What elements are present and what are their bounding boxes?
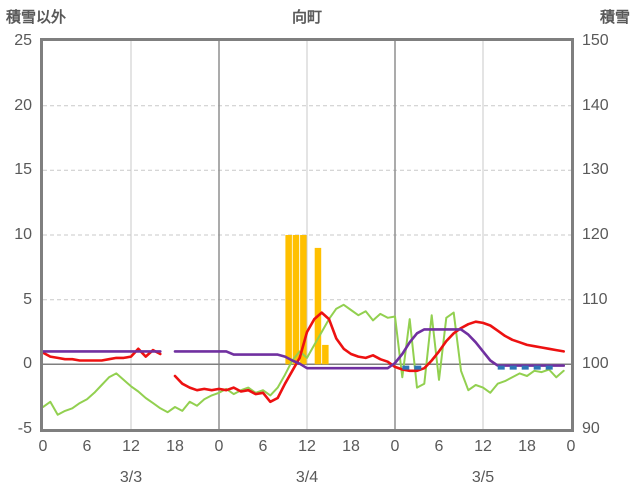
x-tick-label: 0 xyxy=(566,438,576,455)
x-tick-label: 0 xyxy=(214,438,224,455)
orange-bars xyxy=(292,235,300,365)
y-right-tick-label: 90 xyxy=(582,420,600,437)
y-right-tick-label: 130 xyxy=(582,161,609,179)
x-tick-label: 0 xyxy=(390,438,400,455)
y-right-tick-label: 150 xyxy=(582,32,609,49)
x-tick-label: 18 xyxy=(342,438,360,455)
chart-svg xyxy=(43,41,571,429)
y-left-tick-label: 20 xyxy=(14,96,32,114)
y-right-tick-label: 140 xyxy=(582,96,609,114)
y-left-tick-label: -5 xyxy=(17,420,32,437)
x-tick-label: 6 xyxy=(82,438,92,455)
y-left-tick-label: 25 xyxy=(14,32,32,49)
x-tick-label: 12 xyxy=(474,438,492,455)
y-right-tick-label: 100 xyxy=(582,355,609,373)
y-left-tick-label: 5 xyxy=(23,290,32,308)
orange-bars xyxy=(322,344,329,365)
x-tick-label: 18 xyxy=(518,438,536,455)
orange-bars xyxy=(300,235,307,365)
orange-bars xyxy=(314,247,322,365)
day-label: 3/4 xyxy=(295,469,319,486)
orange-bars xyxy=(285,235,292,365)
day-label: 3/3 xyxy=(119,469,143,486)
chart-title: 向町 xyxy=(291,9,323,26)
left-axis-title: 積雪以外 xyxy=(6,9,67,26)
green-line xyxy=(43,303,565,416)
plot-area xyxy=(40,38,574,432)
x-tick-label: 6 xyxy=(434,438,444,455)
x-tick-label: 18 xyxy=(166,438,184,455)
y-left-tick-label: 0 xyxy=(23,355,32,373)
y-right-tick-label: 120 xyxy=(582,226,609,243)
x-tick-label: 12 xyxy=(122,438,140,455)
y-left-tick-label: 10 xyxy=(14,226,32,243)
right-axis-title: 積雪 xyxy=(599,9,630,26)
x-tick-label: 12 xyxy=(298,438,316,455)
x-tick-label: 6 xyxy=(258,438,268,455)
x-tick-label: 0 xyxy=(38,438,48,455)
day-label: 3/5 xyxy=(471,469,495,486)
y-left-tick-label: 15 xyxy=(14,161,32,179)
y-right-tick-label: 110 xyxy=(582,290,608,308)
